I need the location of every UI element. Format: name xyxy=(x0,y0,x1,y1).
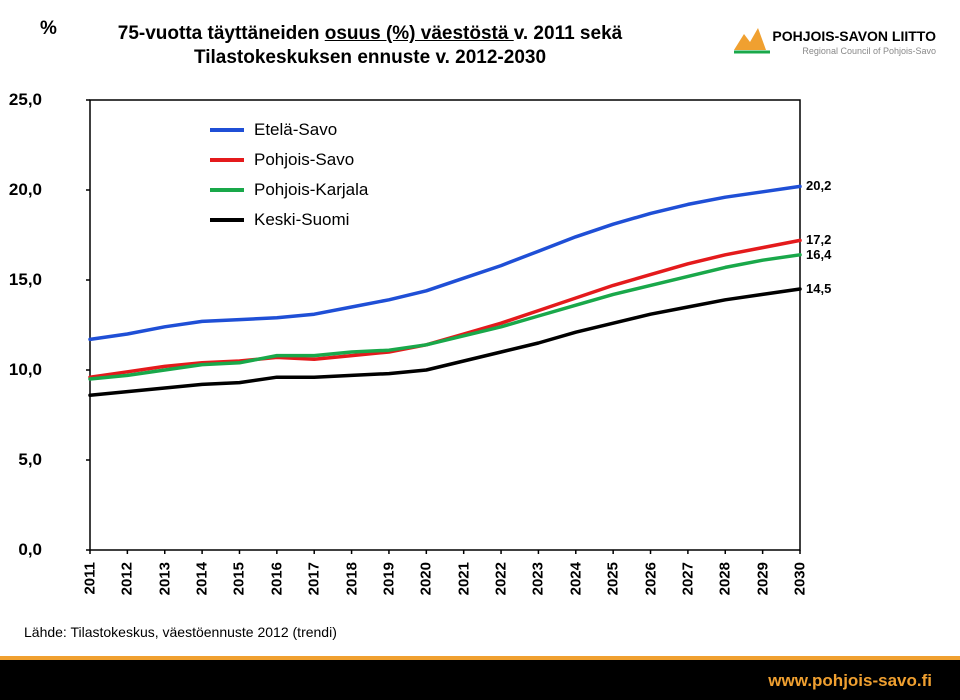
x-tick-label: 2011 xyxy=(82,562,99,595)
x-tick-label: 2024 xyxy=(567,562,584,595)
legend-swatch xyxy=(210,128,244,132)
y-tick-label: 5,0 xyxy=(2,450,42,470)
x-tick-label: 2029 xyxy=(754,562,771,595)
legend-item: Keski-Suomi xyxy=(210,210,368,230)
series-end-label: 14,5 xyxy=(806,281,831,296)
x-tick-label: 2025 xyxy=(605,562,622,595)
chart-title: 75-vuotta täyttäneiden osuus (%) väestös… xyxy=(100,22,640,70)
chart-plot: Etelä-Savo Pohjois-Savo Pohjois-Karjala Kes… xyxy=(80,90,840,560)
x-tick-label: 2017 xyxy=(306,562,323,595)
legend-label: Pohjois-Karjala xyxy=(254,180,368,200)
x-tick-label: 2030 xyxy=(792,562,809,595)
footer-url: www.pohjois-savo.fi xyxy=(768,671,932,691)
series-end-label: 17,2 xyxy=(806,232,831,247)
legend-label: Keski-Suomi xyxy=(254,210,349,230)
x-tick-label: 2016 xyxy=(268,562,285,595)
y-axis-symbol: % xyxy=(40,18,57,40)
x-tick-label: 2027 xyxy=(679,562,696,595)
legend-swatch xyxy=(210,188,244,192)
footer-bar: www.pohjois-savo.fi xyxy=(0,660,960,700)
y-tick-label: 20,0 xyxy=(2,180,42,200)
legend-swatch xyxy=(210,158,244,162)
x-tick-label: 2026 xyxy=(642,562,659,595)
x-tick-label: 2012 xyxy=(119,562,136,595)
legend-item: Pohjois-Savo xyxy=(210,150,368,170)
x-tick-label: 2013 xyxy=(156,562,173,595)
x-tick-label: 2018 xyxy=(343,562,360,595)
series-end-label: 16,4 xyxy=(806,247,831,262)
y-tick-label: 15,0 xyxy=(2,270,42,290)
source-text: Lähde: Tilastokeskus, väestöennuste 2012… xyxy=(24,624,337,640)
legend-label: Pohjois-Savo xyxy=(254,150,354,170)
x-tick-label: 2020 xyxy=(418,562,435,595)
x-tick-label: 2023 xyxy=(530,562,547,595)
y-tick-label: 25,0 xyxy=(2,90,42,110)
x-tick-label: 2014 xyxy=(194,562,211,595)
y-tick-label: 0,0 xyxy=(2,540,42,560)
legend-swatch xyxy=(210,218,244,222)
page-root: % 75-vuotta täyttäneiden osuus (%) väest… xyxy=(0,0,960,700)
chart-legend: Etelä-Savo Pohjois-Savo Pohjois-Karjala Kes… xyxy=(210,110,368,240)
x-tick-label: 2022 xyxy=(493,562,510,595)
series-end-label: 20,2 xyxy=(806,178,831,193)
y-tick-label: 10,0 xyxy=(2,360,42,380)
legend-item: Pohjois-Karjala xyxy=(210,180,368,200)
x-tick-label: 2019 xyxy=(380,562,397,595)
legend-item: Etelä-Savo xyxy=(210,120,368,140)
legend-label: Etelä-Savo xyxy=(254,120,337,140)
logo-icon xyxy=(732,22,772,56)
x-tick-label: 2021 xyxy=(455,562,472,595)
x-tick-label: 2028 xyxy=(717,562,734,595)
x-tick-label: 2015 xyxy=(231,562,248,595)
org-logo: POHJOIS-SAVON LIITTO Regional Council of… xyxy=(736,28,936,56)
line-chart-svg xyxy=(80,90,840,560)
